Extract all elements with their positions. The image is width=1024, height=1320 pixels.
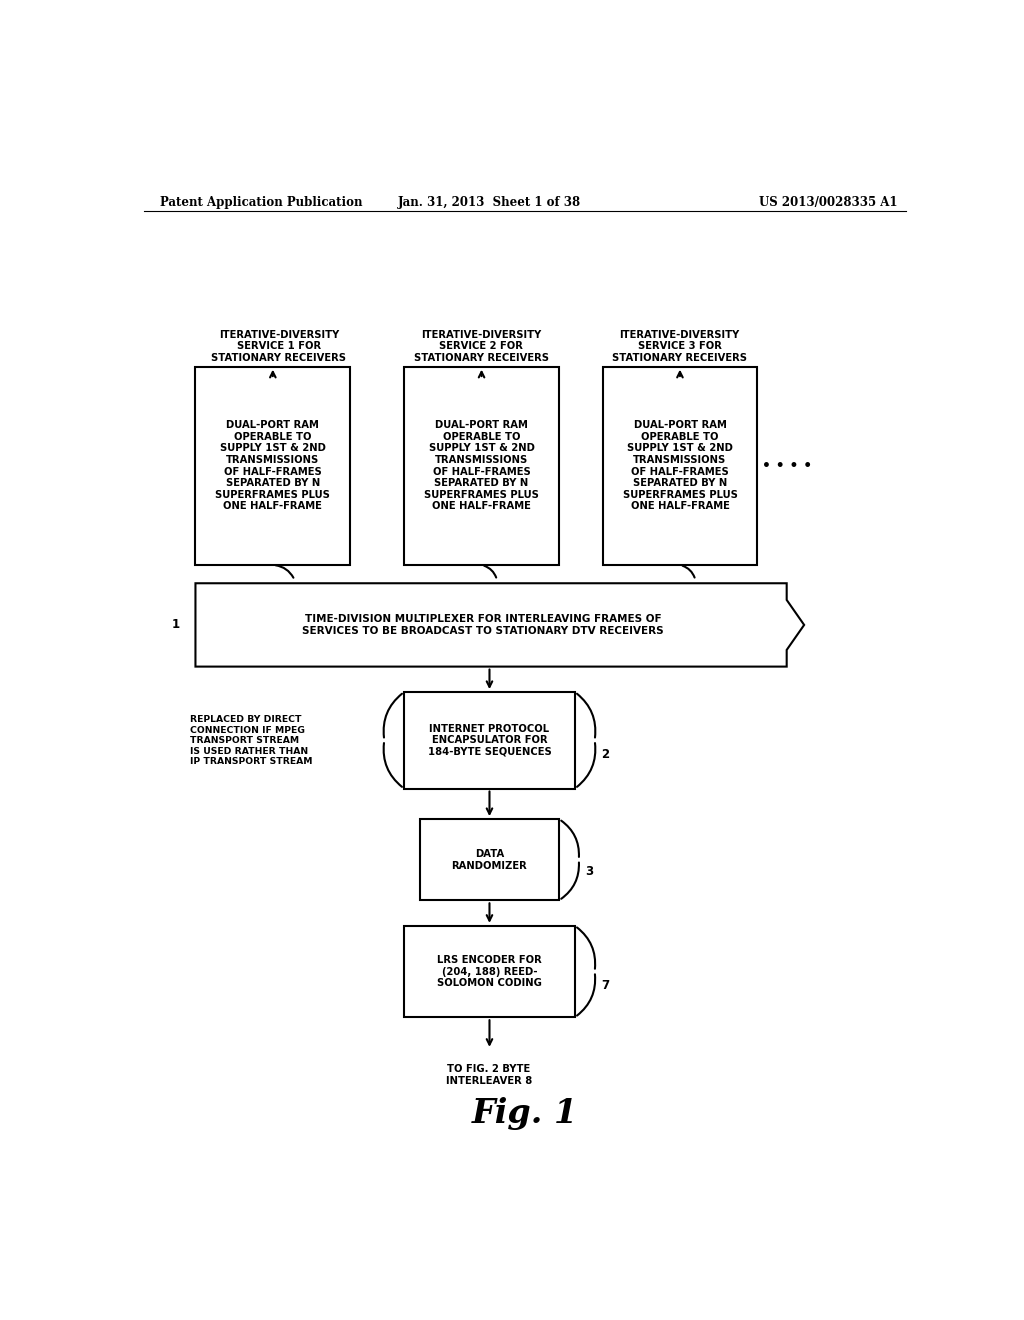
Text: 5: 5 bbox=[504, 585, 512, 598]
Bar bbox=[404, 692, 574, 788]
Text: Patent Application Publication: Patent Application Publication bbox=[160, 195, 362, 209]
Text: Jan. 31, 2013  Sheet 1 of 38: Jan. 31, 2013 Sheet 1 of 38 bbox=[397, 195, 581, 209]
FancyArrowPatch shape bbox=[561, 821, 579, 857]
Text: REPLACED BY DIRECT
CONNECTION IF MPEG
TRANSPORT STREAM
IS USED RATHER THAN
IP TR: REPLACED BY DIRECT CONNECTION IF MPEG TR… bbox=[189, 715, 312, 766]
FancyArrowPatch shape bbox=[577, 743, 595, 787]
Text: • • • •: • • • • bbox=[762, 459, 812, 474]
Text: Fig. 1: Fig. 1 bbox=[472, 1097, 578, 1130]
FancyArrowPatch shape bbox=[275, 565, 294, 578]
FancyArrowPatch shape bbox=[561, 862, 579, 899]
Text: 4: 4 bbox=[301, 585, 309, 598]
Text: INTERNET PROTOCOL
ENCAPSULATOR FOR
184-BYTE SEQUENCES: INTERNET PROTOCOL ENCAPSULATOR FOR 184-B… bbox=[428, 723, 551, 756]
Text: ITERATIVE-DIVERSITY
SERVICE 1 FOR
STATIONARY RECEIVERS: ITERATIVE-DIVERSITY SERVICE 1 FOR STATIO… bbox=[211, 330, 346, 363]
Bar bbox=[404, 925, 574, 1018]
Text: TIME-DIVISION MULTIPLEXER FOR INTERLEAVING FRAMES OF
SERVICES TO BE BROADCAST TO: TIME-DIVISION MULTIPLEXER FOR INTERLEAVI… bbox=[302, 614, 664, 636]
Text: 1: 1 bbox=[171, 619, 179, 631]
FancyArrowPatch shape bbox=[683, 566, 694, 578]
Text: 6: 6 bbox=[701, 585, 710, 598]
FancyArrowPatch shape bbox=[484, 566, 497, 578]
Text: ITERATIVE-DIVERSITY
SERVICE 3 FOR
STATIONARY RECEIVERS: ITERATIVE-DIVERSITY SERVICE 3 FOR STATIO… bbox=[612, 330, 748, 363]
Bar bbox=[420, 818, 559, 900]
Text: DATA
RANDOMIZER: DATA RANDOMIZER bbox=[452, 849, 527, 870]
Text: DUAL-PORT RAM
OPERABLE TO
SUPPLY 1ST & 2ND
TRANSMISSIONS
OF HALF-FRAMES
SEPARATE: DUAL-PORT RAM OPERABLE TO SUPPLY 1ST & 2… bbox=[424, 420, 539, 511]
Text: 7: 7 bbox=[601, 978, 609, 991]
Bar bbox=[602, 367, 758, 565]
Text: DUAL-PORT RAM
OPERABLE TO
SUPPLY 1ST & 2ND
TRANSMISSIONS
OF HALF-FRAMES
SEPARATE: DUAL-PORT RAM OPERABLE TO SUPPLY 1ST & 2… bbox=[623, 420, 737, 511]
Text: ITERATIVE-DIVERSITY
SERVICE 2 FOR
STATIONARY RECEIVERS: ITERATIVE-DIVERSITY SERVICE 2 FOR STATIO… bbox=[414, 330, 549, 363]
Text: 3: 3 bbox=[585, 866, 593, 878]
Text: 2: 2 bbox=[601, 748, 609, 762]
Text: DUAL-PORT RAM
OPERABLE TO
SUPPLY 1ST & 2ND
TRANSMISSIONS
OF HALF-FRAMES
SEPARATE: DUAL-PORT RAM OPERABLE TO SUPPLY 1ST & 2… bbox=[215, 420, 331, 511]
Text: US 2013/0028335 A1: US 2013/0028335 A1 bbox=[759, 195, 898, 209]
FancyArrowPatch shape bbox=[384, 743, 402, 787]
Bar bbox=[404, 367, 559, 565]
Text: LRS ENCODER FOR
(204, 188) REED-
SOLOMON CODING: LRS ENCODER FOR (204, 188) REED- SOLOMON… bbox=[437, 954, 542, 989]
Polygon shape bbox=[196, 583, 804, 667]
FancyArrowPatch shape bbox=[577, 974, 595, 1015]
FancyArrowPatch shape bbox=[577, 694, 595, 738]
Bar bbox=[196, 367, 350, 565]
FancyArrowPatch shape bbox=[384, 694, 402, 738]
FancyArrowPatch shape bbox=[577, 928, 595, 969]
Text: TO FIG. 2 BYTE
INTERLEAVER 8: TO FIG. 2 BYTE INTERLEAVER 8 bbox=[446, 1064, 532, 1086]
